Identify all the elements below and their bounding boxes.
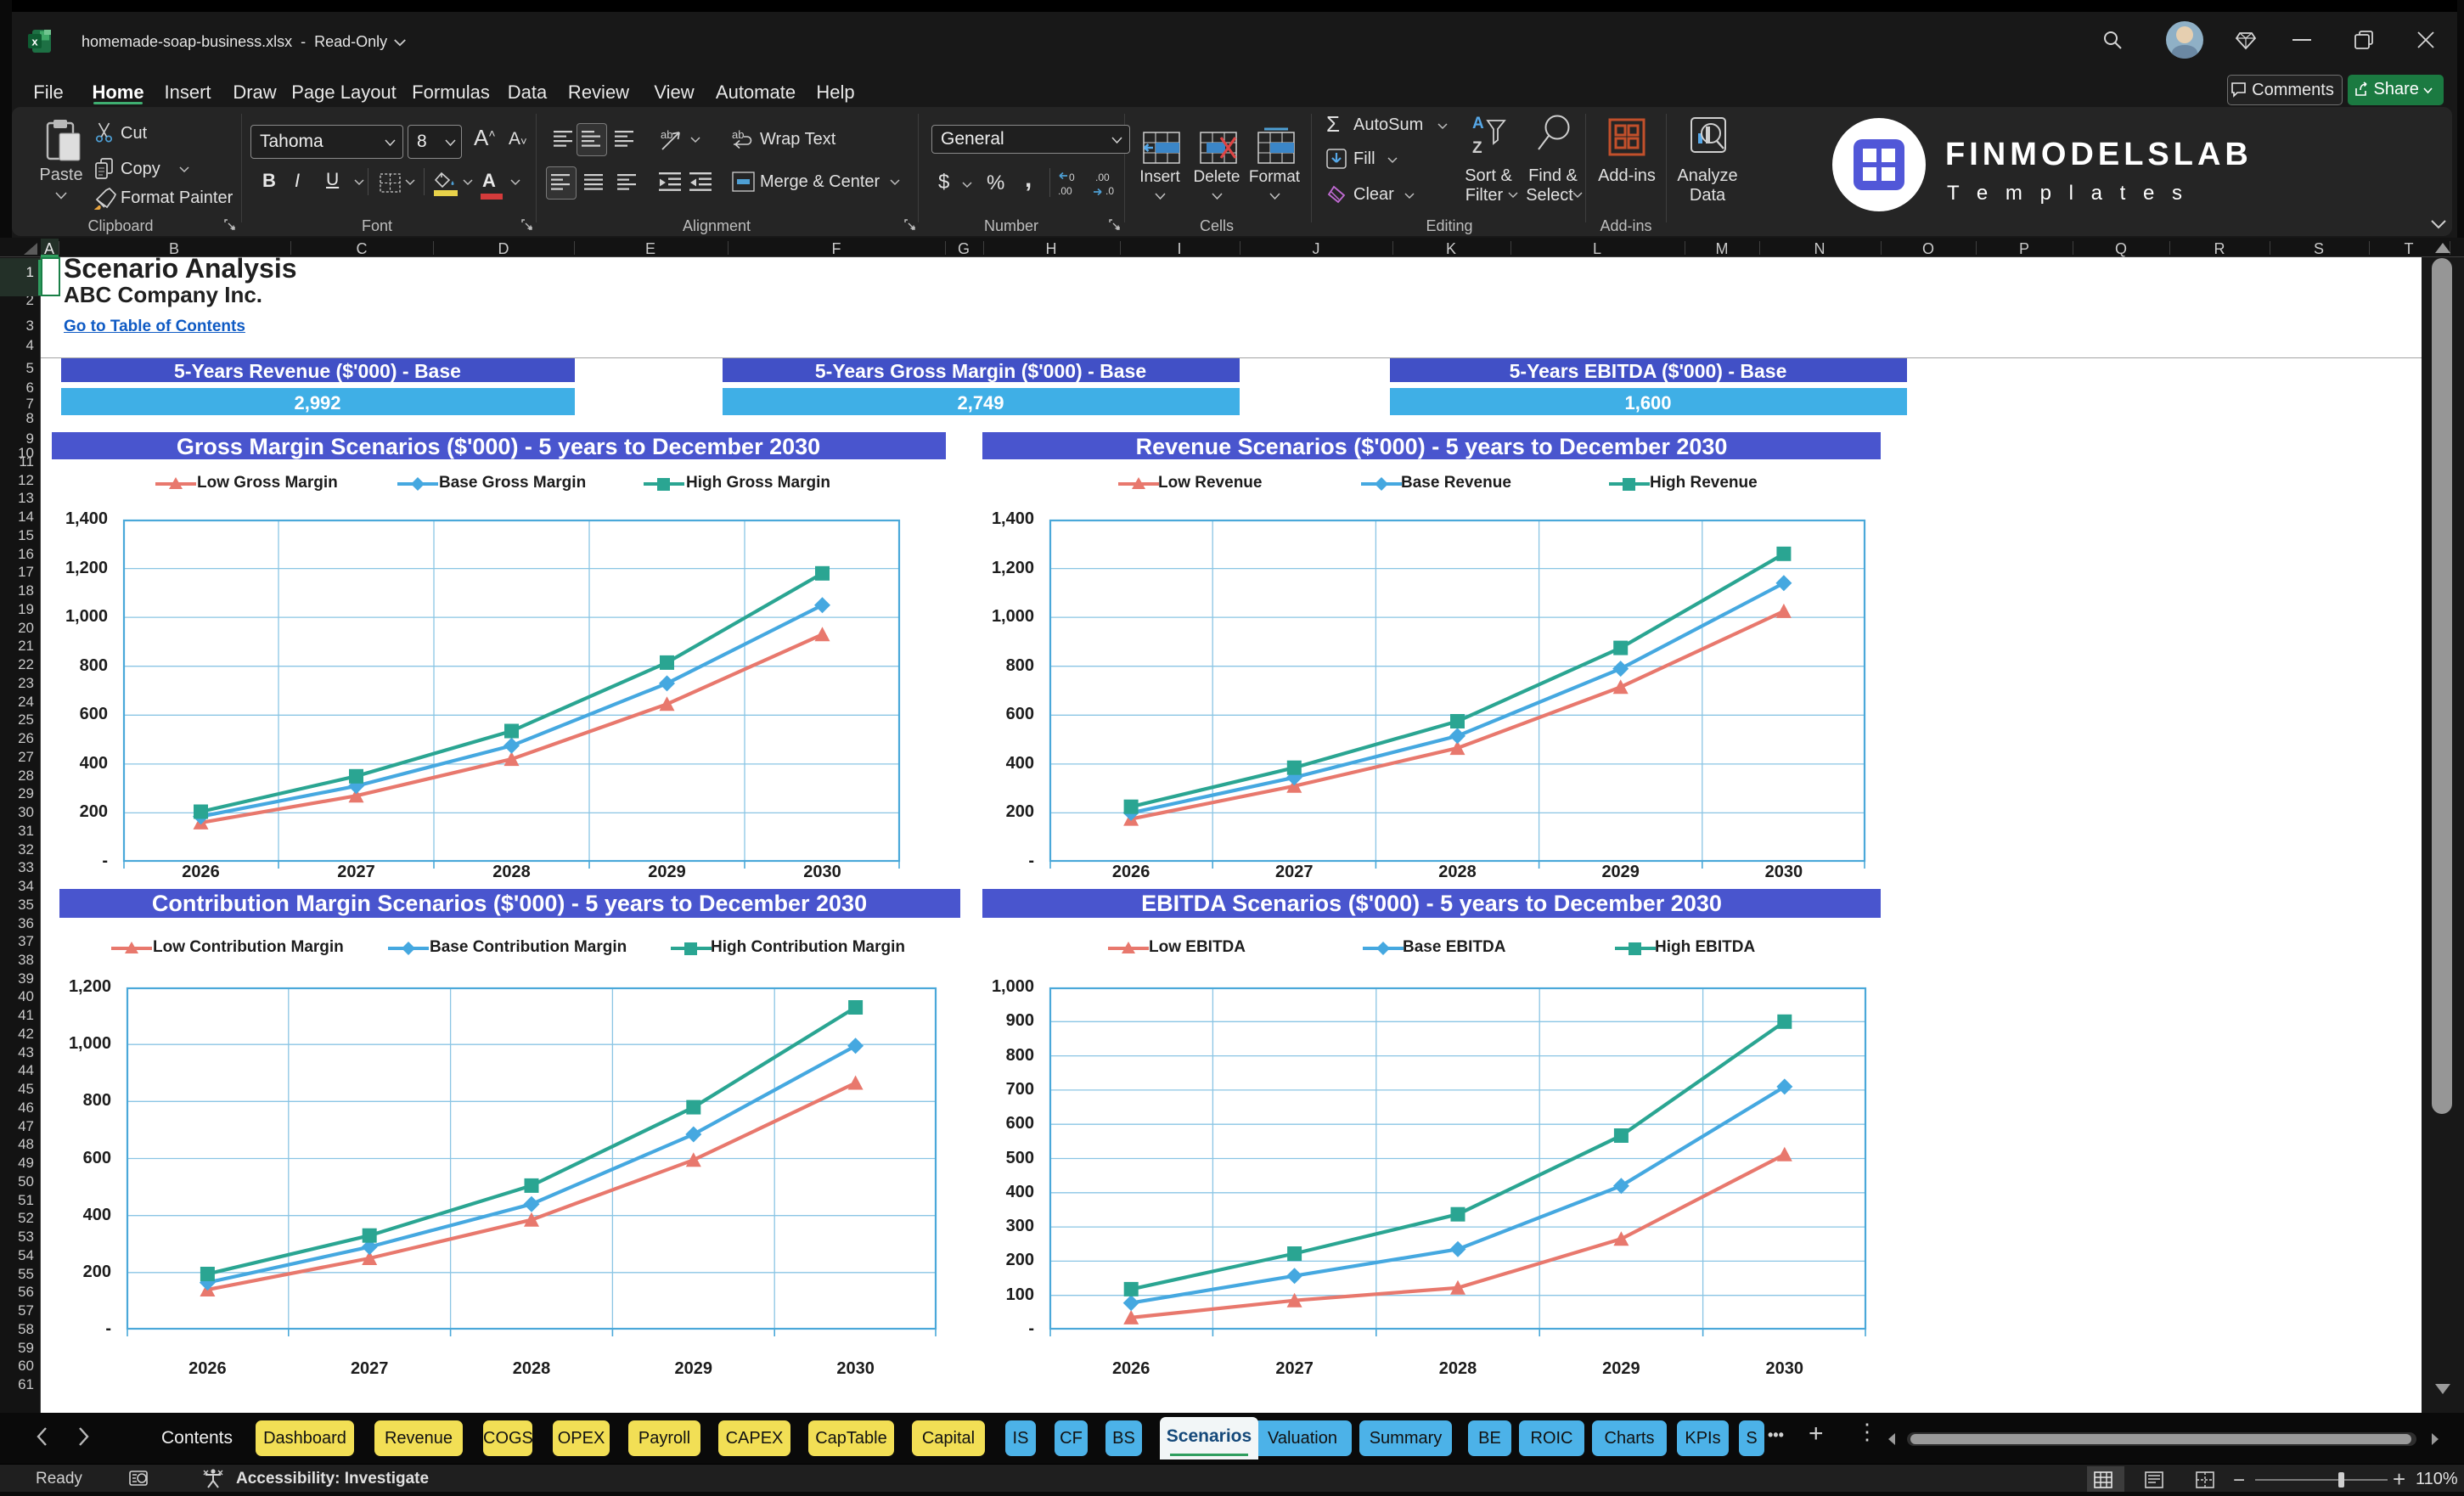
svg-text:Z: Z <box>1472 139 1482 157</box>
svg-text:.00: .00 <box>1058 185 1072 197</box>
svg-text:ab: ab <box>661 128 672 141</box>
svg-text:A: A <box>1472 115 1484 132</box>
svg-text:.0: .0 <box>1105 185 1114 197</box>
svg-text:x: x <box>31 36 38 48</box>
svg-text:ab: ab <box>732 128 744 141</box>
svg-text:0: 0 <box>1069 172 1075 183</box>
svg-text:.00: .00 <box>1095 172 1110 183</box>
